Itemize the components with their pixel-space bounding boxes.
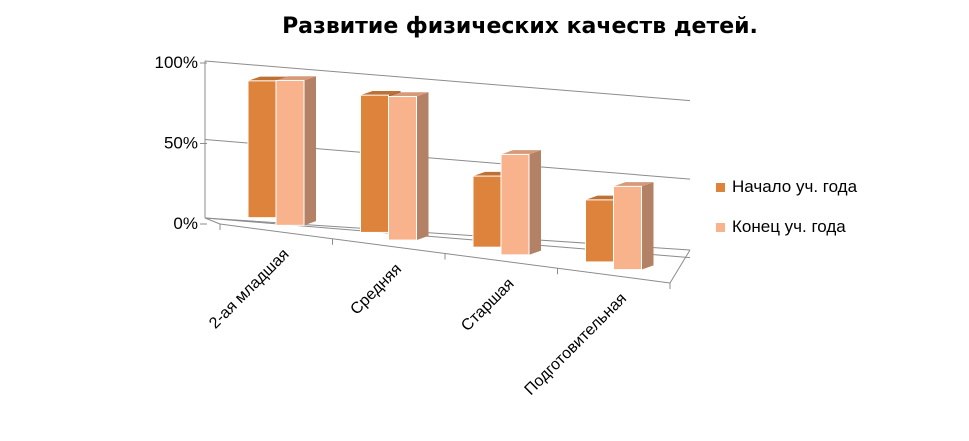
bar [585, 199, 614, 263]
bar [500, 153, 530, 256]
x-category-label: Подготовительная [522, 290, 631, 399]
gridline [204, 60, 691, 102]
bar-side [304, 76, 316, 226]
bar [472, 175, 502, 248]
y-tick-label: 100% [155, 53, 198, 72]
bar [275, 79, 305, 226]
chart-title: Развитие физических качеств детей. [282, 14, 758, 39]
bar-side [416, 92, 429, 241]
bar [360, 94, 389, 233]
y-tick-label: 0% [173, 214, 198, 233]
legend-label-start: Начало уч. года [732, 177, 858, 196]
bar [247, 80, 277, 219]
bar-top [276, 76, 316, 81]
legend-swatch-start [716, 182, 725, 192]
bar-side [641, 182, 654, 270]
floor-left-edge [204, 217, 221, 225]
bar-top [613, 182, 654, 187]
x-category-label: 2-ая младшая [206, 246, 292, 332]
chart-legend: Начало уч. года Конец уч. года [716, 176, 857, 256]
bar-top [360, 90, 401, 96]
y-tick-label: 50% [164, 134, 198, 153]
bar-side [529, 150, 541, 255]
bar [613, 185, 642, 271]
x-category-label: Средняя [347, 261, 405, 319]
bar [388, 96, 417, 241]
legend-item-end: Конец уч. года [716, 216, 857, 238]
legend-item-start: Начало уч. года [716, 176, 857, 198]
bar-top [501, 150, 541, 155]
legend-label-end: Конец уч. года [732, 217, 846, 236]
bar-top [388, 92, 429, 97]
legend-swatch-end [716, 222, 725, 232]
x-category-label: Старшая [458, 275, 517, 334]
floor-right-edge [669, 249, 691, 284]
